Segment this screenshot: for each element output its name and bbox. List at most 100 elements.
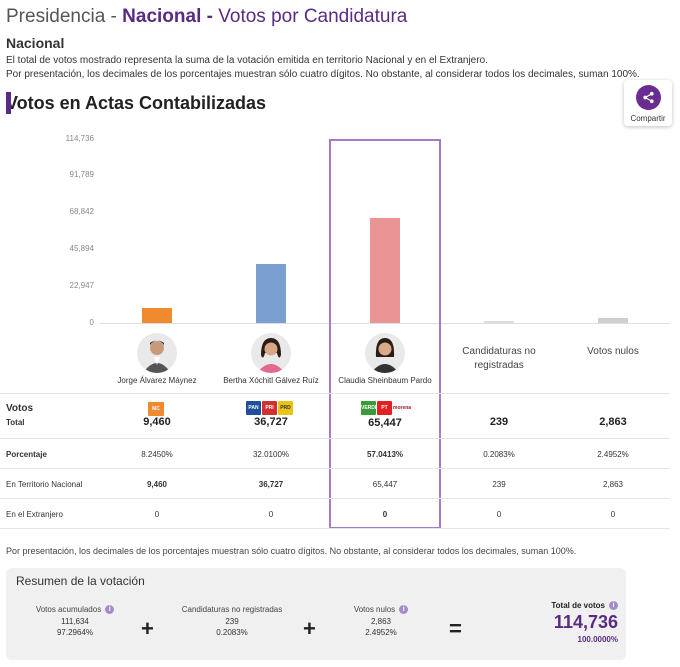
chart-bar [142,308,172,323]
mc-logo: MC [148,402,164,416]
row-divider [0,393,670,394]
total-votes-cell: 9,460 [143,416,171,428]
column-header-votos-nulos: Votos nulos [587,346,639,357]
national-votes-cell: 65,447 [372,480,398,489]
avatar [251,333,291,373]
abroad-votes-cell: 0 [496,510,502,519]
percentage-cell: 0.2083% [483,450,515,459]
row-divider [0,528,670,529]
total-votes-cell: 36,727 [254,416,288,428]
summary-value: 2,863 [370,617,392,626]
title-prefix: Presidencia - [6,6,123,27]
share-button[interactable]: Compartir [624,80,672,126]
row-label-porcentaje: Porcentaje [6,450,47,459]
section-accent-bar [6,92,11,114]
national-votes-cell: 2,863 [602,480,624,489]
avatar [137,333,177,373]
summary-label: Votos nulos [353,605,396,614]
candidate-column-alvarez[interactable]: Jorge Álvarez Máynez [100,333,214,385]
decimals-footer-note: Por presentación, los decimales de los p… [6,546,577,556]
summary-label: Votos acumulados [35,605,102,614]
scope-label: Nacional [6,35,65,51]
national-votes-cell: 36,727 [258,480,284,489]
votos-label: Votos [6,403,34,414]
total-label: Total [6,418,25,427]
verde-logo: VERDE [361,401,378,415]
info-icon[interactable]: i [609,601,618,610]
equals-sign: = [449,616,462,641]
abroad-votes-cell: 0 [610,510,616,519]
summary-label: Total de votos [551,601,605,610]
chart-baseline [100,323,670,324]
percentage-cell: 8.2450% [141,450,173,459]
vote-summary-panel: Resumen de la votación Votos acumulados i… [6,568,626,660]
pt-logo: PT [377,401,392,415]
row-divider [0,498,670,499]
column-header-no-registradas: Candidaturas no registradas [462,346,536,371]
morena-logo: morena [393,401,411,415]
sigamos-haciendo-historia-logo: VERDE PT morena [361,401,411,415]
summary-label: Candidaturas no registradas [181,605,283,614]
chart-bar [370,218,400,323]
plus-sign: + [141,616,154,641]
y-tick-label: 91,789 [69,170,94,179]
page-title: Presidencia - Nacional - Votos por Candi… [6,6,407,28]
share-icon [635,85,661,110]
info-icon[interactable]: i [399,605,409,614]
row-label-extranjero: En el Extranjero [6,510,63,519]
percentage-cell: 2.4952% [597,450,629,459]
summary-pct: 0.2083% [216,628,248,637]
section-title: Votos en Actas Contabilizadas [6,92,266,114]
avatar [365,333,405,373]
abroad-votes-cell: 0 [268,510,274,519]
pri-logo: PRI [262,401,277,415]
pan-logo: PAN [246,401,261,415]
title-dash: - [201,6,219,27]
summary-value: 111,634 [61,617,89,626]
row-divider [0,468,670,469]
abroad-votes-cell: 0 [382,510,388,519]
candidate-name: Bertha Xóchitl Gálvez Ruíz [223,376,319,385]
summary-no-registradas: Candidaturas no registradas 239 0.2083% [172,605,292,637]
summary-title: Resumen de la votación [16,574,145,588]
y-tick-label: 45,894 [69,244,94,253]
plus-sign: + [303,616,316,641]
share-label: Compartir [630,114,666,123]
percentage-cell: 32.0100% [252,450,290,459]
y-tick-label: 114,736 [65,134,94,143]
total-votes-pct: 100.0000% [577,635,618,644]
candidate-name: Jorge Álvarez Máynez [117,376,197,385]
chart-bar [256,264,286,323]
title-suffix: Votos por Candidatura [218,6,408,27]
info-icon[interactable]: i [105,605,115,614]
summary-votos-acumulados: Votos acumulados i 111,634 97.2964% [20,605,130,637]
chart-bar [484,321,514,323]
mc-party-logo: MC [148,402,164,416]
candidate-column-galvez[interactable]: Bertha Xóchitl Gálvez Ruíz [214,333,328,385]
summary-votos-nulos: Votos nulos i 2,863 2.4952% [336,605,426,637]
chart-bar [598,318,628,323]
row-divider [0,438,670,439]
national-votes-cell: 9,460 [146,480,168,489]
title-scope: Nacional [122,6,202,27]
prd-logo: PRD [278,401,293,415]
info-note-total: El total de votos mostrado representa la… [6,55,488,66]
candidate-name: Claudia Sheinbaum Pardo [338,376,432,385]
section-title-text: Votos en Actas Contabilizadas [6,92,267,113]
info-note-decimals: Por presentación, los decimales de los p… [6,69,640,80]
y-tick-label: 68,842 [69,207,94,216]
summary-pct: 2.4952% [365,628,397,637]
summary-pct: 97.2964% [56,628,94,637]
candidate-column-sheinbaum[interactable]: Claudia Sheinbaum Pardo [328,333,442,385]
row-label-territorio: En Territorio Nacional [6,480,83,489]
total-votes-cell: 65,447 [368,417,402,429]
total-votes-cell: 2,863 [599,416,627,428]
y-tick-label: 0 [89,318,94,327]
summary-value: 239 [225,617,239,626]
abroad-votes-cell: 0 [154,510,160,519]
national-votes-cell: 239 [492,480,506,489]
percentage-cell: 57.0413% [366,450,404,459]
fuerza-mexico-logo: PAN PRI PRD [246,401,293,415]
total-votes-cell: 239 [489,416,509,428]
summary-total: Total de votos i 114,736 100.0000% [506,601,618,644]
